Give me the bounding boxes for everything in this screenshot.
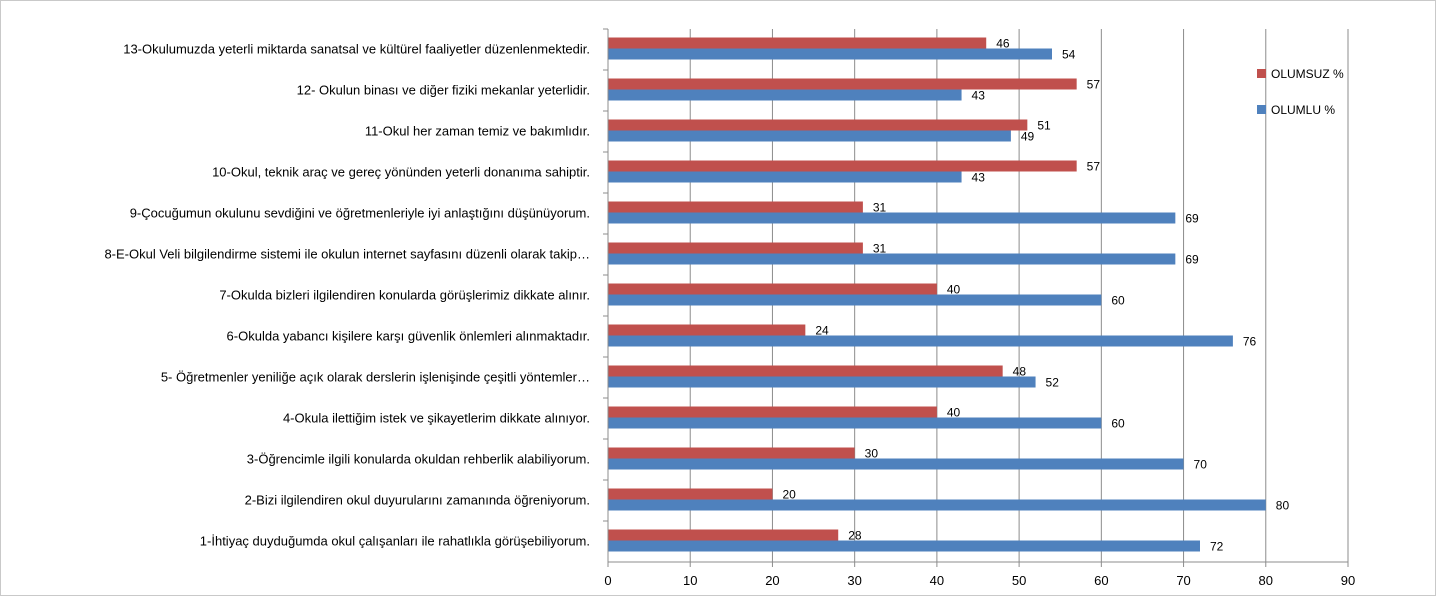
data-label: 31	[873, 201, 887, 215]
bar-olumsuz	[608, 78, 1077, 90]
category-label: 1-İhtiyaç duyduğumda okul çalışanları il…	[200, 534, 590, 549]
bar-olumlu	[608, 499, 1266, 511]
data-label: 49	[1021, 130, 1035, 144]
bar-olumsuz	[608, 119, 1028, 131]
x-tick-label: 80	[1259, 573, 1273, 588]
bar-olumsuz	[608, 37, 987, 49]
data-label: 31	[873, 242, 887, 256]
bar-olumsuz	[608, 447, 855, 459]
bar-olumlu	[608, 417, 1102, 429]
data-label: 57	[1087, 160, 1101, 174]
bar-olumsuz	[608, 201, 863, 213]
bar-olumlu	[608, 130, 1011, 142]
category-label: 6-Okulda yabancı kişilere karşı güvenlik…	[227, 329, 590, 344]
bar-olumsuz	[608, 488, 773, 500]
data-label: 70	[1194, 458, 1208, 472]
x-tick-label: 30	[847, 573, 861, 588]
x-tick-label: 20	[765, 573, 779, 588]
x-tick-label: 40	[930, 573, 944, 588]
bar-olumsuz	[608, 324, 806, 336]
x-tick-label: 60	[1094, 573, 1108, 588]
x-tick-label: 10	[683, 573, 697, 588]
bar-olumsuz	[608, 283, 937, 295]
data-label: 48	[1013, 365, 1027, 379]
category-label: 7-Okulda bizleri ilgilendiren konularda …	[219, 288, 590, 303]
data-label: 51	[1037, 119, 1051, 133]
bar-olumlu	[608, 253, 1176, 265]
legend-label-olumlu: OLUMLU %	[1271, 103, 1335, 117]
data-labels: 28 72 20 80 30 70 40 60 48 52 24 76 40 60 31 69 31 69 57 43…	[782, 37, 1289, 554]
bar-olumlu	[608, 540, 1200, 552]
data-label: 40	[947, 406, 961, 420]
bar-olumlu	[608, 171, 962, 183]
bar-olumlu	[608, 458, 1184, 470]
data-label: 69	[1185, 253, 1199, 267]
data-label: 20	[782, 488, 796, 502]
bar-olumlu	[608, 89, 962, 101]
category-label: 3-Öğrencimle ilgili konularda okuldan re…	[247, 452, 590, 467]
x-tick-label: 70	[1176, 573, 1190, 588]
x-tick-label: 50	[1012, 573, 1026, 588]
bar-olumsuz	[608, 242, 863, 254]
category-label: 12- Okulun binası ve diğer fiziki mekanl…	[297, 83, 590, 98]
bars	[608, 37, 1266, 552]
data-label: 80	[1276, 499, 1290, 513]
bar-olumsuz	[608, 365, 1003, 377]
data-label: 40	[947, 283, 961, 297]
legend-swatch-olumlu	[1257, 105, 1266, 114]
data-label: 30	[865, 447, 879, 461]
category-label: 8-E-Okul Veli bilgilendirme sistemi ile …	[104, 247, 590, 262]
category-label: 10-Okul, teknik araç ve gereç yönünden y…	[212, 165, 590, 180]
x-tick-label: 90	[1341, 573, 1355, 588]
data-label: 60	[1111, 294, 1125, 308]
bar-olumlu	[608, 376, 1036, 388]
category-label: 13-Okulumuzda yeterli miktarda sanatsal …	[123, 42, 590, 57]
bar-olumlu	[608, 294, 1102, 306]
bar-olumsuz	[608, 406, 937, 418]
category-label: 4-Okula ilettiğim istek ve şikayetlerim …	[283, 411, 590, 426]
bar-olumlu	[608, 212, 1176, 224]
data-label: 24	[815, 324, 829, 338]
axes: 0 10 20 30 40 50 60 70 80 90 1-İhtiyaç duyduğumda …	[104, 28, 1355, 588]
bar-olumlu	[608, 335, 1233, 347]
data-label: 57	[1087, 78, 1101, 92]
data-label: 60	[1111, 417, 1125, 431]
data-label: 46	[996, 37, 1010, 51]
data-label: 52	[1046, 376, 1060, 390]
legend: OLUMSUZ % OLUMLU %	[1257, 67, 1344, 117]
data-label: 43	[972, 171, 986, 185]
bar-olumsuz	[608, 160, 1077, 172]
data-label: 43	[972, 89, 986, 103]
bar-olumsuz	[608, 529, 839, 541]
data-label: 76	[1243, 335, 1257, 349]
legend-label-olumsuz: OLUMSUZ %	[1271, 67, 1344, 81]
category-label: 11-Okul her zaman temiz ve bakımlıdır.	[365, 124, 590, 139]
data-label: 72	[1210, 540, 1224, 554]
category-label: 5- Öğretmenler yeniliğe açık olarak ders…	[161, 370, 590, 385]
x-tick-label: 0	[604, 573, 611, 588]
data-label: 69	[1185, 212, 1199, 226]
bar-olumlu	[608, 48, 1052, 60]
data-label: 28	[848, 529, 862, 543]
data-label: 54	[1062, 48, 1076, 62]
category-label: 2-Bizi ilgilendiren okul duyurularını za…	[245, 493, 590, 508]
category-label: 9-Çocuğumun okulunu sevdiğini ve öğretme…	[130, 206, 590, 221]
legend-swatch-olumsuz	[1257, 69, 1266, 78]
